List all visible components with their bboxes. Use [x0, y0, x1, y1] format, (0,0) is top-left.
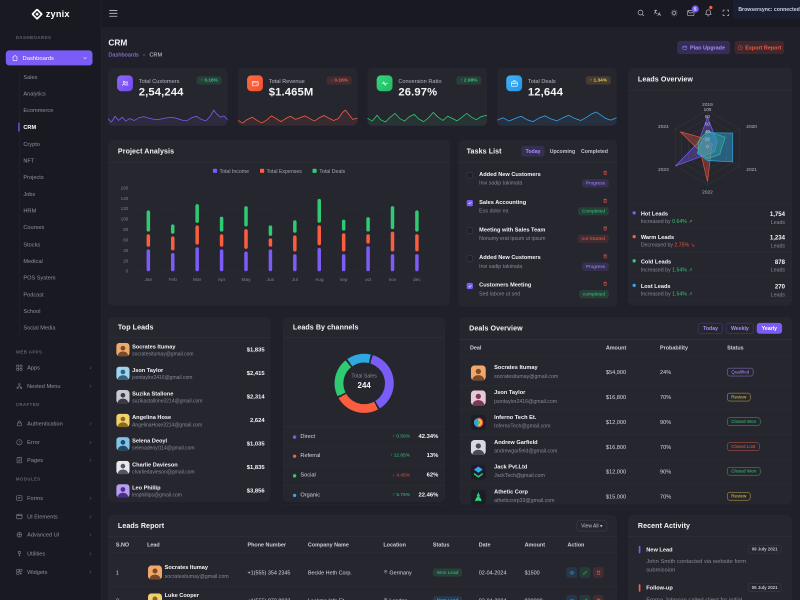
svg-text:0: 0	[706, 144, 709, 149]
svg-text:2022: 2022	[702, 190, 713, 196]
svg-text:2024: 2024	[658, 124, 669, 130]
svg-text:Feb: Feb	[169, 277, 178, 283]
svg-text:120: 120	[121, 206, 129, 211]
svg-text:sep: sep	[340, 278, 348, 283]
svg-text:Jan: Jan	[144, 277, 152, 283]
svg-text:40: 40	[705, 129, 711, 134]
svg-text:40: 40	[123, 248, 129, 253]
svg-text:140: 140	[121, 196, 129, 201]
svg-text:100: 100	[704, 107, 712, 112]
svg-text:Apr: Apr	[218, 277, 226, 283]
svg-text:100: 100	[121, 217, 129, 222]
svg-text:Mar: Mar	[193, 277, 202, 283]
svg-text:dec: dec	[413, 277, 421, 283]
svg-text:80: 80	[705, 114, 711, 119]
svg-text:60: 60	[705, 122, 711, 127]
svg-text:60: 60	[123, 237, 129, 242]
svg-text:2021: 2021	[746, 167, 757, 173]
svg-text:2023: 2023	[658, 167, 669, 173]
svg-text:Jun: Jun	[267, 277, 275, 283]
svg-text:2019: 2019	[702, 102, 713, 108]
svg-text:Aug: Aug	[315, 277, 324, 283]
svg-text:oct: oct	[365, 277, 372, 283]
svg-text:160: 160	[121, 185, 129, 190]
svg-text:nov: nov	[389, 278, 397, 283]
svg-text:May: May	[241, 277, 251, 283]
svg-text:20: 20	[123, 258, 129, 263]
svg-text:80: 80	[123, 227, 129, 232]
svg-text:20: 20	[705, 137, 711, 142]
svg-text:Jul: Jul	[292, 277, 298, 283]
svg-text:2020: 2020	[746, 124, 757, 130]
svg-text:0: 0	[126, 269, 129, 274]
